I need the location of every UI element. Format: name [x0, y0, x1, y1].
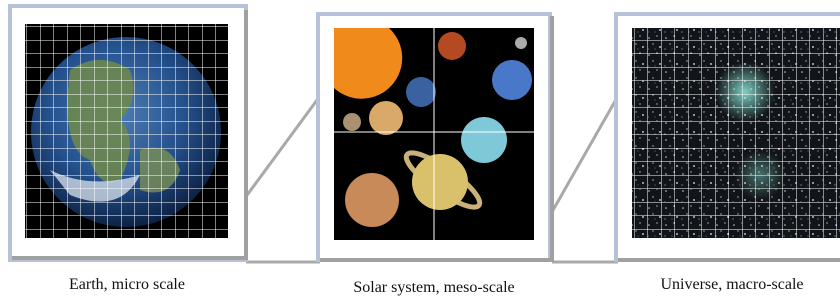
- earth-panel: [10, 6, 246, 260]
- page: Earth, micro scale Solar system, meso-sc…: [0, 0, 840, 302]
- figure: Earth, micro scale Solar system, meso-sc…: [0, 0, 840, 302]
- universe-panel: [616, 14, 840, 260]
- solar-panel: [318, 14, 552, 260]
- caption: Earth, micro scale: [69, 276, 185, 293]
- caption: Universe, macro-scale: [660, 276, 803, 293]
- caption: Solar system, meso-scale: [353, 279, 514, 296]
